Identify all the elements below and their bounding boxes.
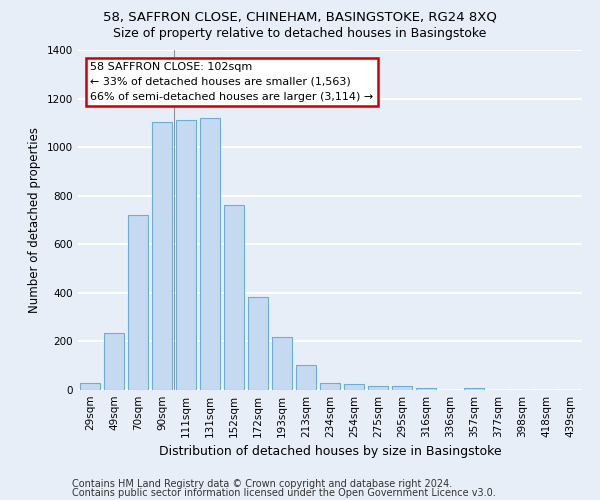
Bar [464, 388, 484, 390]
Text: Contains HM Land Registry data © Crown copyright and database right 2024.: Contains HM Land Registry data © Crown c… [72, 479, 452, 489]
Text: Size of property relative to detached houses in Basingstoke: Size of property relative to detached ho… [113, 28, 487, 40]
Bar [344, 384, 364, 390]
Bar [224, 206, 244, 390]
Bar [152, 122, 172, 390]
Text: 58 SAFFRON CLOSE: 102sqm
← 33% of detached houses are smaller (1,563)
66% of sem: 58 SAFFRON CLOSE: 102sqm ← 33% of detach… [90, 62, 373, 102]
Text: Contains public sector information licensed under the Open Government Licence v3: Contains public sector information licen… [72, 488, 496, 498]
Bar [128, 215, 148, 390]
Bar [248, 296, 268, 390]
Bar [200, 118, 220, 390]
Bar [320, 382, 340, 390]
Bar [104, 333, 124, 390]
Bar [272, 336, 292, 390]
Bar [416, 388, 436, 390]
Y-axis label: Number of detached properties: Number of detached properties [28, 127, 41, 313]
Bar [296, 364, 316, 390]
Bar [80, 382, 100, 390]
Text: 58, SAFFRON CLOSE, CHINEHAM, BASINGSTOKE, RG24 8XQ: 58, SAFFRON CLOSE, CHINEHAM, BASINGSTOKE… [103, 10, 497, 23]
X-axis label: Distribution of detached houses by size in Basingstoke: Distribution of detached houses by size … [158, 446, 502, 458]
Bar [368, 386, 388, 390]
Bar [392, 386, 412, 390]
Bar [176, 120, 196, 390]
